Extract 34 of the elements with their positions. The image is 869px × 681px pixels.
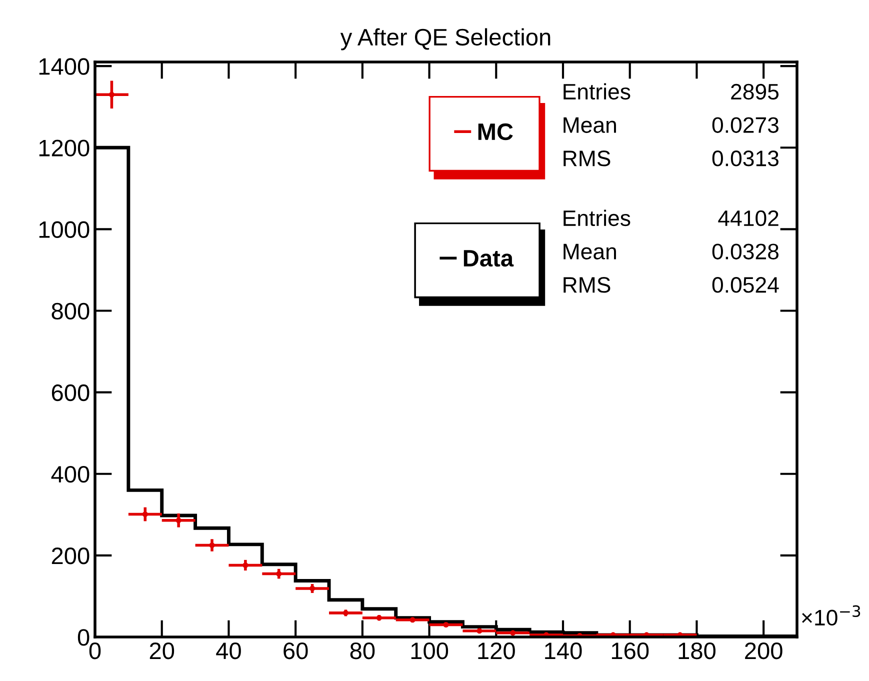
annotation: Entries — [564, 210, 630, 226]
y-tick-label: 400 — [51, 466, 90, 483]
y-tick-label: 600 — [52, 384, 90, 402]
annotation: 0.0273 — [712, 117, 778, 133]
legend-label: Data — [464, 250, 514, 267]
x-tick-label: 100 — [411, 642, 448, 660]
annotation: 0.0328 — [712, 244, 778, 260]
x-tick-label: 120 — [478, 642, 515, 660]
annotation: 0.0313 — [712, 150, 778, 166]
annotation: Mean — [564, 117, 616, 133]
y-tick-label: 1200 — [39, 140, 90, 156]
x-tick-label: 140 — [545, 642, 582, 660]
x-tick-label: 180 — [678, 642, 716, 660]
x-tick-label: 40 — [216, 642, 241, 660]
y-tick-label: 1000 — [39, 221, 90, 238]
annotation: 0.0524 — [712, 277, 779, 293]
annotation: 44102 — [718, 210, 778, 226]
y-tick-label: 1400 — [39, 58, 90, 75]
x-tick-label: 200 — [745, 642, 782, 660]
y-tick-label: 200 — [52, 548, 90, 564]
annotation: 2895 — [731, 84, 779, 100]
x-tick-label: 160 — [612, 642, 649, 660]
x-tick-label: 80 — [350, 642, 375, 660]
y-tick-label: 800 — [52, 302, 90, 320]
chart-title: y After QE Selection — [340, 28, 550, 50]
y-tick-label: 0 — [78, 629, 90, 646]
x-tick-label: 60 — [284, 642, 308, 660]
annotation: Mean — [564, 244, 616, 260]
annotation: RMS — [564, 150, 610, 166]
x-tick-label: 0 — [89, 642, 101, 660]
annotation: Entries — [564, 83, 630, 100]
annotation: RMS — [564, 277, 610, 293]
text: ×10$^{−3}$ — [802, 605, 860, 626]
x-tick-label: 20 — [150, 642, 174, 660]
